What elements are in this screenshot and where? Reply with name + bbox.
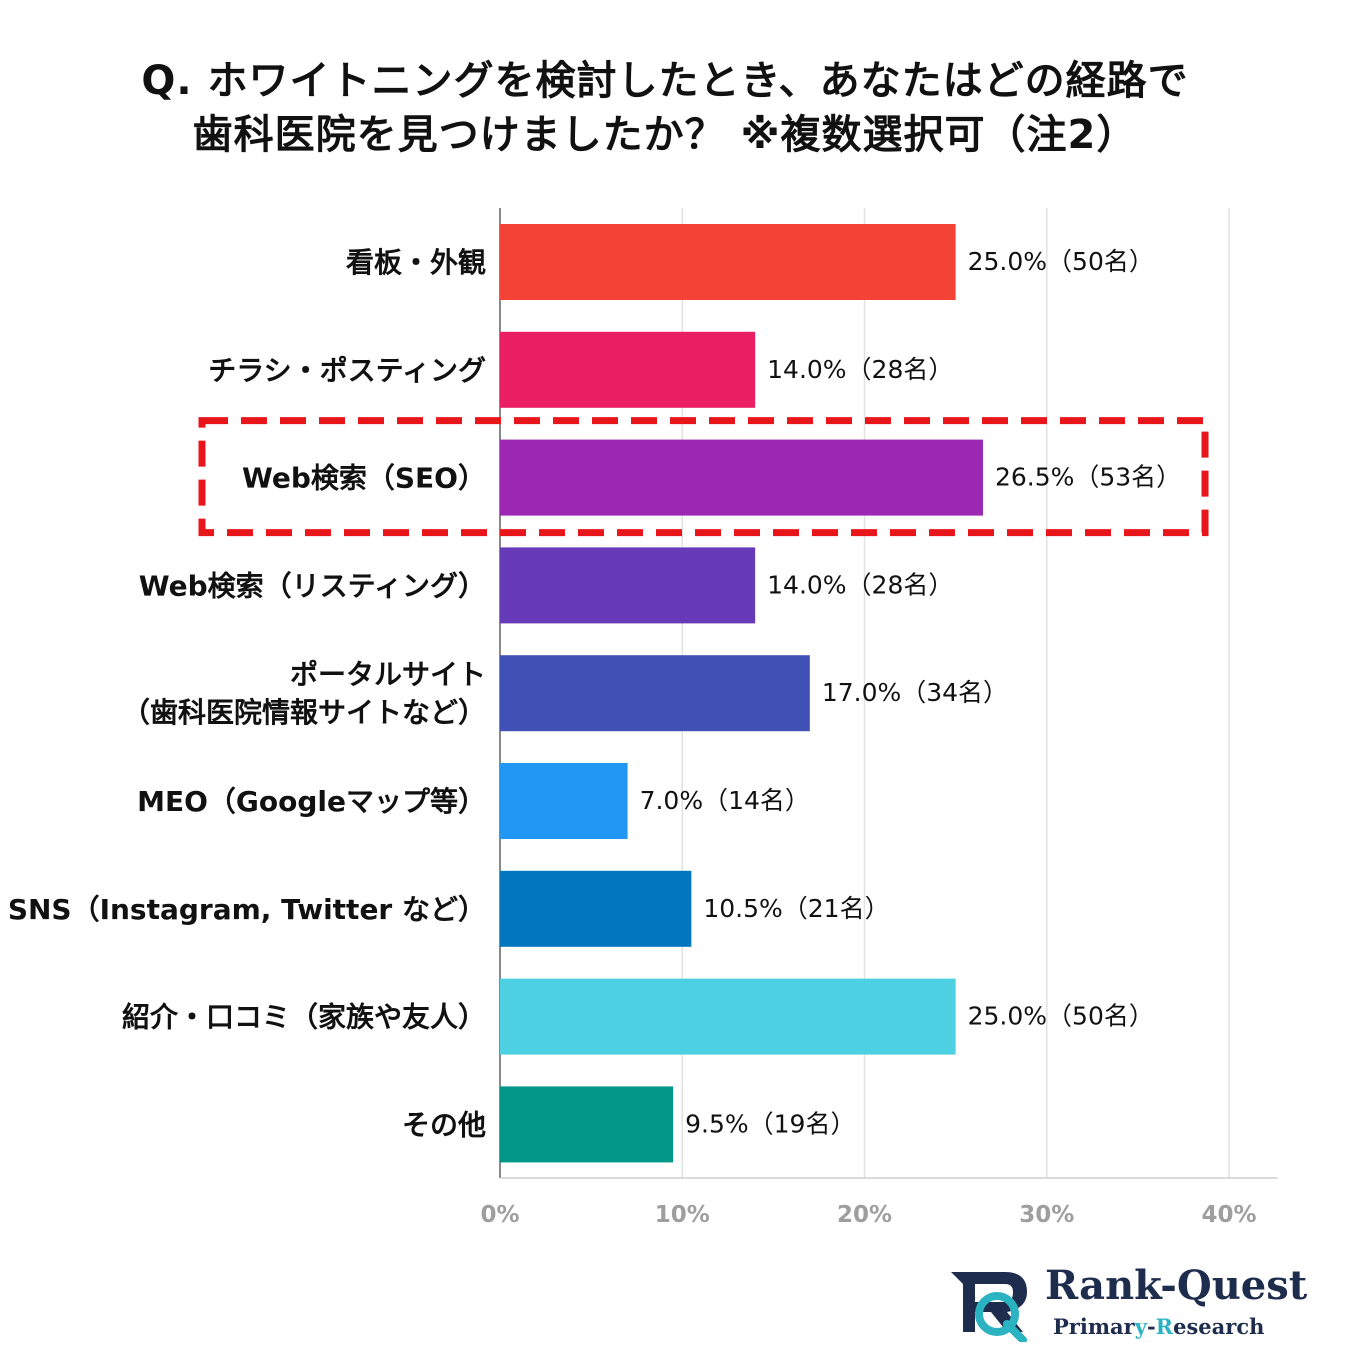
chart-title-line2: 歯科医院を見つけましたか？ ※複数選択可（注2）	[192, 112, 1138, 158]
x-tick-labels: 0% 10% 20% 30% 40%	[480, 1202, 1256, 1228]
bar	[500, 763, 628, 839]
bar	[500, 331, 756, 408]
data-label: 14.0%（28名）	[767, 570, 953, 599]
x-tick-label: 30%	[1019, 1202, 1074, 1228]
bar	[500, 870, 692, 947]
category-label: MEO（Googleマップ等）	[137, 785, 486, 818]
data-label: 14.0%（28名）	[767, 355, 953, 384]
x-tick-label: 20%	[837, 1202, 892, 1228]
data-label: 9.5%（19名）	[685, 1109, 855, 1138]
highlight-box	[198, 417, 1209, 537]
rank-quest-logo: Rank-Quest Primary-Research	[945, 1262, 1307, 1344]
category-label: SNS（Instagram, Twitter など）	[8, 893, 486, 926]
data-label: 26.5%（53名）	[995, 463, 1181, 492]
chart-title-line1: Q. ホワイトニングを検討したとき、あなたはどの経路で	[141, 58, 1189, 104]
category-label: チラシ・ポスティング	[208, 354, 486, 387]
bar	[500, 655, 810, 732]
data-label: 25.0%（50名）	[968, 247, 1154, 276]
bar	[500, 439, 983, 516]
category-label: Web検索（SEO）	[242, 462, 486, 495]
highlight-dashed-box	[198, 417, 1209, 537]
category-label: Web検索（リスティング）	[139, 569, 486, 602]
bar	[500, 978, 956, 1055]
data-label: 17.0%（34名）	[822, 678, 1008, 707]
x-tick-label: 10%	[655, 1202, 710, 1228]
data-label: 10.5%（21名）	[703, 894, 889, 923]
category-label: その他	[402, 1108, 486, 1141]
bar	[500, 224, 956, 300]
category-label: 紹介・口コミ（家族や友人）	[122, 1001, 486, 1034]
logo-subtitle: Primary-Research	[1053, 1314, 1265, 1339]
rq-emblem-icon	[951, 1272, 1027, 1344]
bar	[500, 547, 756, 624]
data-label: 7.0%（14名）	[640, 786, 810, 815]
value-labels: 25.0%（50名） 14.0%（28名） 26.5%（53名） 14.0%（28名）…	[640, 247, 1182, 1138]
bar	[500, 1086, 674, 1163]
category-label: 看板・外観	[346, 246, 486, 279]
bars	[500, 224, 983, 1163]
category-label: ポータルサイト	[290, 658, 486, 691]
logo-brand-text: Rank-Quest	[1045, 1262, 1308, 1309]
category-label: （歯科医院情報サイトなど）	[122, 696, 486, 729]
x-tick-label: 0%	[480, 1202, 519, 1228]
x-tick-label: 40%	[1201, 1202, 1256, 1228]
data-label: 25.0%（50名）	[968, 1002, 1154, 1031]
